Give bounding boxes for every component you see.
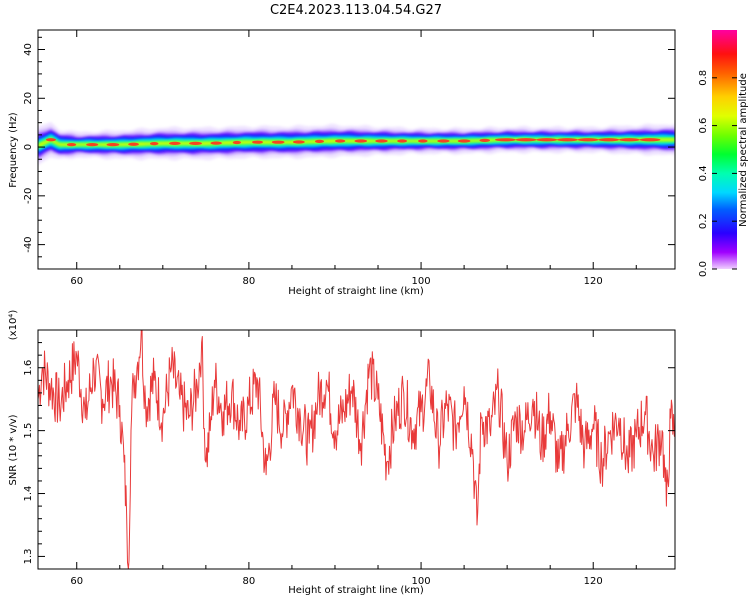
spectral-peak <box>169 141 181 146</box>
spectrogram-x-axis: 60 80 100 120 <box>70 30 637 287</box>
spectral-peak <box>437 139 450 143</box>
spectrogram-x-tick-label: 100 <box>412 276 431 287</box>
spectral-peak <box>457 139 471 143</box>
spectral-peak <box>128 142 139 146</box>
spectrogram-y-axis: 40 20 0 -20 -40 <box>23 36 675 258</box>
spectral-peak <box>189 141 202 146</box>
spectral-peak <box>106 143 120 147</box>
colorbar-ticks: 0.0 0.2 0.4 0.6 0.8 <box>698 70 737 277</box>
spectral-peak <box>45 138 56 142</box>
spectral-peak <box>397 139 408 143</box>
spectrogram-y-label: Frequency (Hz) <box>8 112 19 188</box>
spectral-peak <box>556 138 578 142</box>
colorbar-label: Normalized spectral amplitude <box>738 73 749 227</box>
spectral-peak <box>66 143 77 147</box>
spectrogram-y-tick-label: -40 <box>23 236 34 252</box>
snr-x-tick-label: 60 <box>70 576 83 587</box>
spectral-peak <box>418 139 428 143</box>
snr-y-tick-label: 1.3 <box>23 548 34 564</box>
spectral-peak <box>86 143 99 147</box>
snr-x-label: Height of straight line (km) <box>288 585 424 596</box>
spectral-peak <box>479 138 491 142</box>
snr-x-axis: 60 80 100 120 <box>70 330 637 587</box>
spectrogram-x-tick-label: 80 <box>243 276 256 287</box>
snr-series-line <box>38 330 675 569</box>
snr-y-multiplier: (x10⁴) <box>8 310 19 341</box>
snr-x-tick-label: 80 <box>243 576 256 587</box>
spectrogram-y-tick-label: 0 <box>23 144 34 150</box>
snr-y-tick-label: 1.4 <box>23 486 34 502</box>
figure-title: C2E4.2023.113.04.54.G27 <box>270 3 442 18</box>
colorbar-tick-label: 0.8 <box>698 70 709 86</box>
spectrogram-y-tick-label: 40 <box>23 43 34 56</box>
spectrogram-x-tick-label: 120 <box>584 276 603 287</box>
colorbar: 0.0 0.2 0.4 0.6 0.8 Normalized spectral ampl… <box>698 30 749 277</box>
spectrogram-panel: 60 80 100 120 40 20 0 -20 -40 Height of straigh… <box>8 29 676 297</box>
spectrogram-frame <box>37 29 676 270</box>
colorbar-gradient <box>712 30 737 269</box>
spectrogram-x-label: Height of straight line (km) <box>288 286 424 297</box>
colorbar-tick-label: 0.2 <box>698 213 709 229</box>
spectral-peak <box>375 139 388 143</box>
colorbar-tick-label: 0.0 <box>698 261 709 277</box>
snr-panel: 60 80 100 120 1.3 1.4 1.5 1.6 Height of straig… <box>8 310 676 596</box>
spectral-peak <box>210 141 222 145</box>
spectral-peak <box>354 139 368 143</box>
spectral-ridge <box>38 122 675 166</box>
spectral-peak <box>271 140 285 144</box>
spectrogram-x-tick-label: 60 <box>70 276 83 287</box>
spectral-peak <box>495 138 516 142</box>
spectral-peak <box>618 138 640 142</box>
snr-y-tick-label: 1.5 <box>23 423 34 439</box>
colorbar-tick-label: 0.4 <box>698 165 709 181</box>
spectral-peak <box>639 138 661 142</box>
spectrogram-y-tick-label: 20 <box>23 92 34 105</box>
snr-y-axis: 1.3 1.4 1.5 1.6 <box>23 342 675 564</box>
spectral-peak <box>577 138 599 142</box>
snr-frame <box>37 329 676 570</box>
spectral-peak <box>292 140 305 144</box>
spectral-peak <box>251 140 264 144</box>
colorbar-tick-label: 0.6 <box>698 118 709 134</box>
snr-y-label: SNR (10 * v/v) <box>8 414 19 485</box>
spectral-peak <box>314 139 325 144</box>
snr-y-tick-label: 1.6 <box>23 360 34 376</box>
spectral-peak <box>536 138 558 142</box>
spectral-ridge-band <box>38 138 675 148</box>
spectral-peak <box>598 138 620 142</box>
spectral-peak <box>232 140 241 145</box>
spectrogram-y-tick-label: -20 <box>23 188 34 204</box>
spectral-peak <box>515 138 537 142</box>
snr-x-tick-label: 120 <box>584 576 603 587</box>
snr-x-tick-label: 100 <box>412 576 431 587</box>
spectral-peak <box>149 142 159 146</box>
spectral-peak <box>334 139 346 143</box>
